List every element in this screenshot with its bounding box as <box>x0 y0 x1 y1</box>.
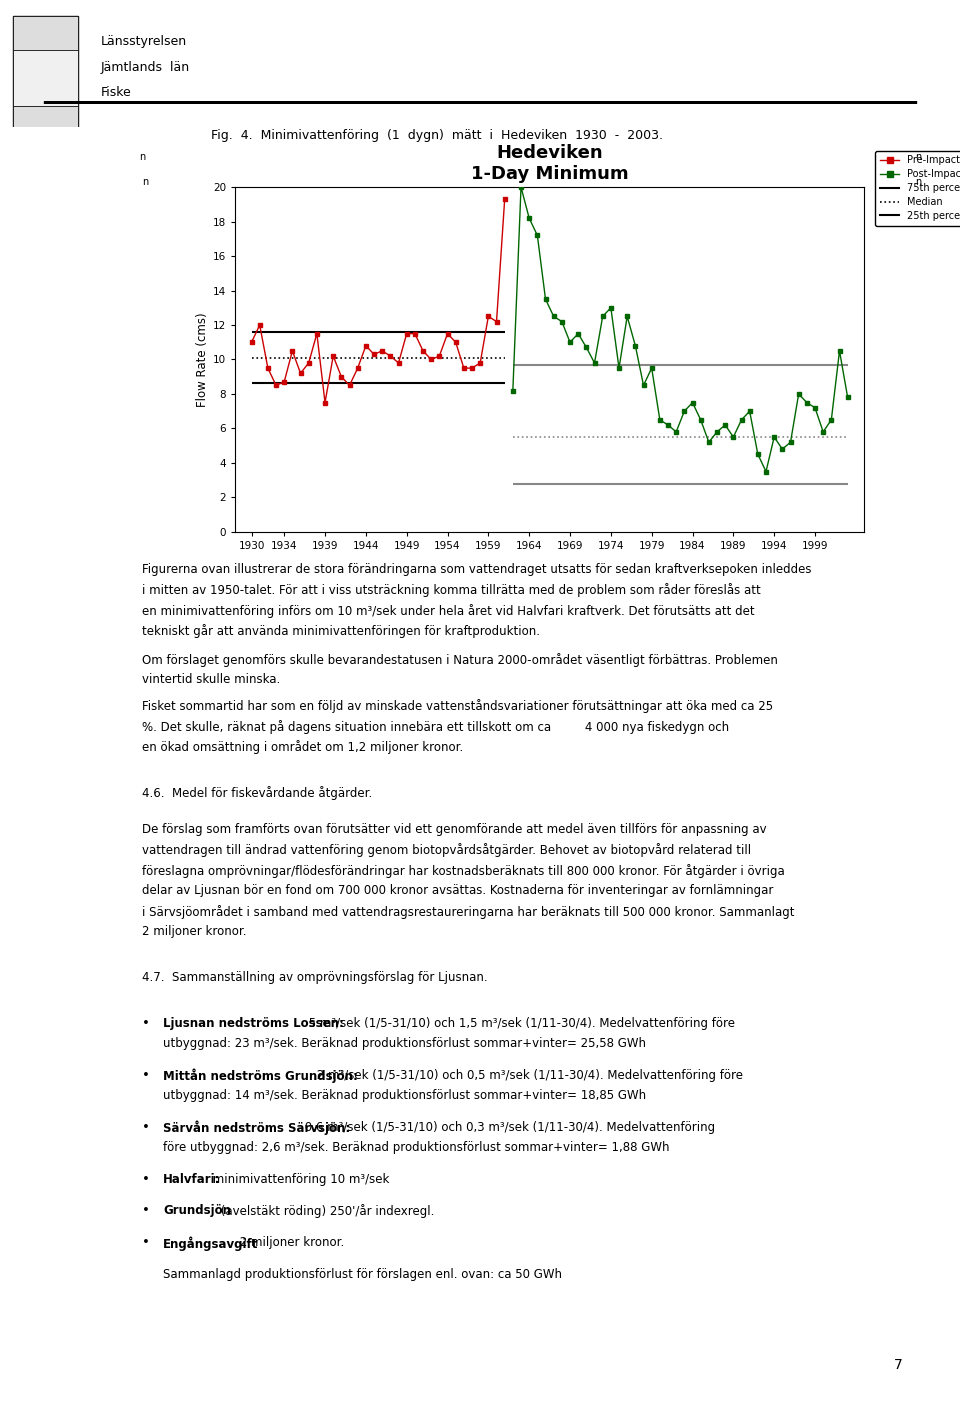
Text: i mitten av 1950-talet. För att i viss utsträckning komma tillrätta med de probl: i mitten av 1950-talet. För att i viss u… <box>142 582 761 597</box>
Text: •: • <box>142 1121 150 1134</box>
Text: (avelstäkt röding) 250'/år indexregl.: (avelstäkt röding) 250'/år indexregl. <box>217 1204 434 1218</box>
Text: n: n <box>915 177 922 187</box>
Text: en ökad omsättning i området om 1,2 miljoner kronor.: en ökad omsättning i området om 1,2 milj… <box>142 740 464 754</box>
Text: •: • <box>142 1017 150 1030</box>
Text: 2 miljoner kronor.: 2 miljoner kronor. <box>142 926 247 938</box>
Text: 5 m³/sek (1/5-31/10) och 1,5 m³/sek (1/11-30/4). Medelvattenföring före: 5 m³/sek (1/5-31/10) och 1,5 m³/sek (1/1… <box>305 1017 735 1030</box>
Text: n: n <box>142 177 149 187</box>
Text: föreslagna omprövningar/flödesförändringar har kostnadsberäknats till 800 000 kr: föreslagna omprövningar/flödesförändring… <box>142 864 785 878</box>
Text: 4.6.  Medel för fiskevårdande åtgärder.: 4.6. Medel för fiskevårdande åtgärder. <box>142 787 372 799</box>
Text: tekniskt går att använda minimivattenföringen för kraftproduktion.: tekniskt går att använda minimivattenför… <box>142 625 540 637</box>
Text: Halvfari:: Halvfari: <box>163 1173 221 1186</box>
Text: Länsstyrelsen: Länsstyrelsen <box>101 35 187 48</box>
Text: •: • <box>142 1204 150 1217</box>
Text: %. Det skulle, räknat på dagens situation innebära ett tillskott om ca         4: %. Det skulle, räknat på dagens situatio… <box>142 720 730 733</box>
Text: Engångsavgift: Engångsavgift <box>163 1237 258 1251</box>
Y-axis label: Flow Rate (cms): Flow Rate (cms) <box>196 312 208 407</box>
Text: utbyggnad: 23 m³/sek. Beräknad produktionsförlust sommar+vinter= 25,58 GWh: utbyggnad: 23 m³/sek. Beräknad produktio… <box>163 1037 646 1050</box>
Text: Om förslaget genomförs skulle bevarandestatusen i Natura 2000-området väsentligt: Om förslaget genomförs skulle bevarandes… <box>142 653 778 667</box>
Legend: Pre-Impact Flows (1930-1961), Post-Impact Flows (1962-2003), 75th percentile, Me: Pre-Impact Flows (1930-1961), Post-Impac… <box>876 151 960 227</box>
Text: 4.7.  Sammanställning av omprövningsförslag för Ljusnan.: 4.7. Sammanställning av omprövningsförsl… <box>142 971 488 983</box>
Text: delar av Ljusnan bör en fond om 700 000 kronor avsättas. Kostnaderna för invente: delar av Ljusnan bör en fond om 700 000 … <box>142 885 774 898</box>
Text: n: n <box>915 152 922 162</box>
Text: •: • <box>142 1237 150 1249</box>
Text: 0,6 m³/sek (1/5-31/10) och 0,3 m³/sek (1/11-30/4). Medelvattenföring: 0,6 m³/sek (1/5-31/10) och 0,3 m³/sek (1… <box>301 1121 715 1134</box>
Text: De förslag som framförts ovan förutsätter vid ett genomförande att medel även ti: De förslag som framförts ovan förutsätte… <box>142 823 767 836</box>
Text: Figurerna ovan illustrerar de stora förändringarna som vattendraget utsatts för : Figurerna ovan illustrerar de stora förä… <box>142 563 811 575</box>
Text: Sammanlagd produktionsförlust för förslagen enl. ovan: ca 50 GWh: Sammanlagd produktionsförlust för försla… <box>163 1268 563 1280</box>
Text: i Särvsjöområdet i samband med vattendragsrestaureringarna har beräknats till 50: i Särvsjöområdet i samband med vattendra… <box>142 905 795 919</box>
Title: Hedeviken
1-Day Minimum: Hedeviken 1-Day Minimum <box>470 144 629 183</box>
Text: Särvån nedströms Särvsjön:: Särvån nedströms Särvsjön: <box>163 1121 350 1135</box>
Text: •: • <box>142 1069 150 1082</box>
Text: Fiske: Fiske <box>101 86 132 98</box>
Bar <box>13 51 78 107</box>
Text: vintertid skulle minska.: vintertid skulle minska. <box>142 674 280 687</box>
Text: Ljusnan nedströms Lossen:: Ljusnan nedströms Lossen: <box>163 1017 344 1030</box>
Text: •: • <box>142 1173 150 1186</box>
Bar <box>13 17 78 51</box>
Text: 7: 7 <box>894 1358 902 1372</box>
Text: en minimivattenföring införs om 10 m³/sek under hela året vid Halvfari kraftverk: en minimivattenföring införs om 10 m³/se… <box>142 604 755 618</box>
Bar <box>13 107 78 127</box>
Text: 2 miljoner kronor.: 2 miljoner kronor. <box>236 1237 345 1249</box>
Text: före utbyggnad: 2,6 m³/sek. Beräknad produktionsförlust sommar+vinter= 1,88 GWh: före utbyggnad: 2,6 m³/sek. Beräknad pro… <box>163 1141 670 1154</box>
Text: vattendragen till ändrad vattenföring genom biotopvårdsåtgärder. Behovet av biot: vattendragen till ändrad vattenföring ge… <box>142 844 752 857</box>
Text: 2 m³/sek (1/5-31/10) och 0,5 m³/sek (1/11-30/4). Medelvattenföring före: 2 m³/sek (1/5-31/10) och 0,5 m³/sek (1/1… <box>313 1069 743 1082</box>
Text: Fig.  4.  Minimivattenföring  (1  dygn)  mätt  i  Hedeviken  1930  -  2003.: Fig. 4. Minimivattenföring (1 dygn) mätt… <box>211 129 663 142</box>
Text: Mittån nedströms Grundsjön:: Mittån nedströms Grundsjön: <box>163 1069 358 1083</box>
Text: minimivattenföring 10 m³/sek: minimivattenföring 10 m³/sek <box>209 1173 390 1186</box>
Text: n: n <box>139 152 146 162</box>
Text: Fisket sommartid har som en följd av minskade vattenståndsvariationer förutsättn: Fisket sommartid har som en följd av min… <box>142 699 773 713</box>
Text: utbyggnad: 14 m³/sek. Beräknad produktionsförlust sommar+vinter= 18,85 GWh: utbyggnad: 14 m³/sek. Beräknad produktio… <box>163 1089 646 1102</box>
Text: Jämtlands  län: Jämtlands län <box>101 61 190 73</box>
Text: Grundsjön: Grundsjön <box>163 1204 231 1217</box>
